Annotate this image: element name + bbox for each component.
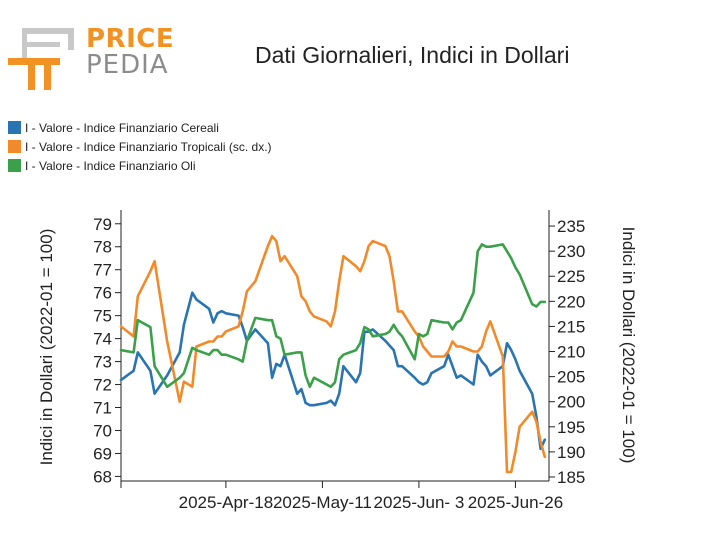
logo-mark [8,28,74,90]
y-tick-label-right: 185 [557,468,585,487]
legend-item-tropicali[interactable]: I - Valore - Indice Finanziario Tropical… [8,137,272,156]
y-tick-label-left: 76 [93,284,112,303]
y-tick-label-left: 71 [93,399,112,418]
legend-item-oli[interactable]: I - Valore - Indice Finanziario Oli [8,156,272,175]
y-tick-label-left: 74 [93,330,112,349]
y-tick-label-right: 205 [557,368,585,387]
y-axis-title-right: Indici in Dollari (2022-01 = 100) [619,227,638,464]
series-line-cereali [119,291,547,451]
legend-item-cereali[interactable]: I - Valore - Indice Finanziario Cereali [8,118,272,137]
y-tick-label-right: 215 [557,317,585,336]
legend-label-oli: I - Valore - Indice Finanziario Oli [25,158,196,173]
x-tick-label: 2025-Apr-18 [179,493,274,512]
y-tick-label-right: 210 [557,343,585,362]
y-tick-label-right: 220 [557,292,585,311]
y-tick-label-left: 73 [93,353,112,372]
x-tick-label: 2025-May-11 [273,493,372,512]
logo-text-pedia: PEDIA [86,50,169,80]
legend-label-cereali: I - Valore - Indice Finanziario Cereali [25,120,219,135]
y-tick-label-left: 78 [93,238,112,257]
logo-text-price: PRICE [86,24,175,54]
y-tick-label-right: 200 [557,393,585,412]
series-layer [119,234,547,474]
axes: 68 69 70 71 72 73 74 75 76 77 78 79 185 190 195 200 205 2… [93,210,585,512]
x-tick-label: 2025-Jun- 3 [374,493,465,512]
y-tick-label-left: 72 [93,376,112,395]
y-tick-label-right: 235 [557,217,585,236]
y-tick-label-left: 68 [93,467,112,486]
pricepedia-logo: PRICE PEDIA [8,20,174,90]
y-tick-label-right: 225 [557,267,585,286]
series-line-tropicali [119,234,547,474]
y-tick-label-left: 75 [93,307,112,326]
y-tick-label-right: 230 [557,242,585,261]
legend-swatch-cereali [8,121,21,134]
x-tick-label: 2025-Jun-26 [468,493,563,512]
y-axis-title-left: Indici in Dollari (2022-01 = 100) [37,229,56,466]
series-line-oli [119,243,547,389]
chart-title: Dati Giornalieri, Indici in Dollari [255,42,570,68]
legend: I - Valore - Indice Finanziario Cereali … [8,118,272,175]
y-tick-label-left: 69 [93,444,112,463]
y-tick-label-right: 190 [557,443,585,462]
y-tick-label-left: 70 [93,421,112,440]
y-tick-label-left: 79 [93,215,112,234]
y-tick-label-left: 77 [93,261,112,280]
legend-swatch-oli [8,159,21,172]
legend-label-tropicali: I - Valore - Indice Finanziario Tropical… [25,139,272,154]
y-tick-label-right: 195 [557,418,585,437]
legend-swatch-tropicali [8,140,21,153]
